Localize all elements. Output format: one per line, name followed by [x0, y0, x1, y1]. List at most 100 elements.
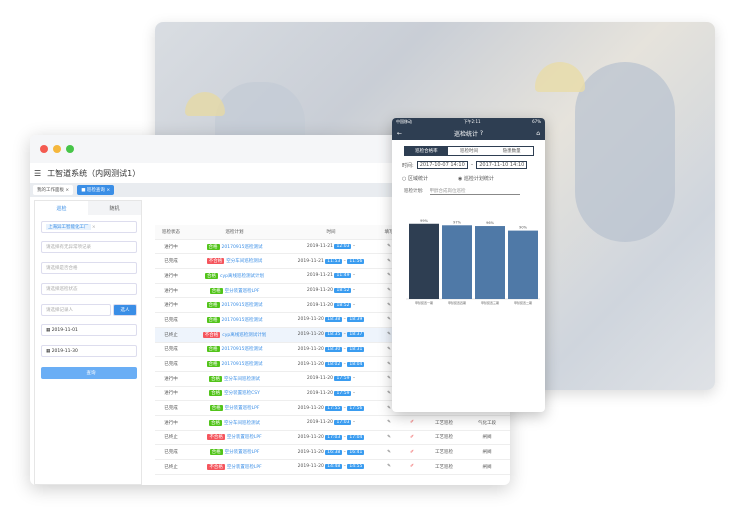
pen-icon[interactable]: ✐	[410, 449, 414, 455]
edit-icon[interactable]: ✎	[387, 258, 391, 264]
segment-time[interactable]: 巡检时间	[460, 149, 478, 154]
maximize-button[interactable]	[66, 145, 74, 153]
qualified-select[interactable]: 请选择是否合格	[41, 262, 137, 274]
bar	[442, 225, 472, 299]
segment-pass-rate[interactable]: 巡检合格率	[405, 147, 448, 155]
pen-icon[interactable]: ✐	[410, 420, 414, 426]
close-button[interactable]	[40, 145, 48, 153]
plan-input[interactable]: 甲醇合成岗位巡检	[429, 188, 520, 195]
plan-link[interactable]: 20170915巡检测试	[221, 244, 263, 250]
plan-link[interactable]: 空分装置巡检LPF	[226, 464, 262, 470]
start-time: 14:48	[325, 464, 343, 470]
time-to-input[interactable]: 2017-11-10 14:10	[476, 161, 528, 169]
edit-icon[interactable]: ✎	[387, 449, 391, 455]
plan-link[interactable]: 空分装置巡检CSY	[224, 391, 260, 397]
table-row[interactable]: 已完成 合格 20170915巡检测试 2019-11-20 18:02 – 18…	[155, 357, 510, 372]
plan-link[interactable]: 20170915巡检测试	[221, 317, 263, 323]
table-row[interactable]: 进行中 合格 空分车间巡检测试 2019-11-20 17:03 – ✎ ✐ 工艺…	[155, 416, 510, 431]
data-label: 97%	[453, 220, 461, 224]
status-cell: 进行中	[164, 273, 178, 279]
status-cell: 进行中	[164, 391, 178, 397]
edit-icon[interactable]: ✎	[387, 244, 391, 250]
edit-icon[interactable]: ✎	[387, 302, 391, 308]
table-row[interactable]: 已完成 合格 20170915巡检测试 2019-11-20 18:38 – 18…	[155, 313, 510, 328]
status-cell: 进行中	[164, 376, 178, 382]
table-row[interactable]: 已终止 不合格 空分装置巡检LPF 2019-11-20 14:48 – 14:5…	[155, 460, 510, 475]
x-tick-label: 甲醇装置一期	[415, 300, 433, 305]
plan-link[interactable]: cyp离线巡检测试计划	[220, 273, 264, 279]
start-time: 18:30	[325, 346, 343, 352]
result-badge: 合格	[209, 287, 223, 294]
bar	[409, 223, 439, 299]
edit-icon[interactable]: ✎	[387, 390, 391, 396]
plan-link[interactable]: 空分装置巡检LPF	[224, 288, 260, 294]
result-badge: 合格	[209, 405, 223, 412]
end-time: 18:37	[347, 332, 365, 338]
minimize-button[interactable]	[53, 145, 61, 153]
tab-inspection-query[interactable]: ■ 巡检查询 ×	[77, 185, 115, 195]
plan-link[interactable]: 空分装置巡检LPF	[224, 406, 260, 412]
edit-icon[interactable]: ✎	[387, 434, 391, 440]
bar	[475, 226, 505, 299]
status-cell: 已完成	[164, 362, 178, 368]
menu-icon[interactable]: ☰	[34, 168, 42, 178]
pen-icon[interactable]: ✐	[410, 434, 414, 440]
edit-icon[interactable]: ✎	[387, 420, 391, 426]
query-button[interactable]: 查询	[41, 367, 137, 379]
x-tick-label: 甲醇装置二期	[514, 300, 532, 305]
edit-icon[interactable]: ✎	[387, 361, 391, 367]
end-date-input[interactable]: ▦ 2019-11-30	[41, 345, 137, 357]
start-date-input[interactable]: ▦ 2019-11-01	[41, 324, 137, 336]
plan-link[interactable]: 空分装置巡检LPF	[224, 450, 260, 456]
end-time: 18:39	[347, 317, 365, 323]
edit-icon[interactable]: ✎	[387, 332, 391, 338]
plan-link[interactable]: 20170915巡检测试	[221, 303, 263, 309]
plan-link[interactable]: 空分装置巡检LPF	[226, 435, 262, 441]
pen-icon[interactable]: ✐	[410, 464, 414, 470]
tab-workspace[interactable]: 我的工作面板 ×	[33, 185, 74, 195]
result-badge: 合格	[206, 302, 220, 309]
edit-icon[interactable]: ✎	[387, 405, 391, 411]
plan-link[interactable]: 空分车间巡检测试	[224, 376, 260, 382]
home-icon[interactable]: ⌂	[536, 129, 540, 137]
table-row[interactable]: 已完成 合格 20170915巡检测试 2019-11-20 18:30 – 18…	[155, 343, 510, 358]
segment-hazards[interactable]: 隐患数量	[502, 149, 521, 154]
plan-link[interactable]: 空分车间巡检测试	[224, 420, 260, 426]
select-person-button[interactable]: 选人	[113, 304, 137, 316]
status-select[interactable]: 请选择巡检状态	[41, 283, 137, 295]
status-cell: 已完成	[164, 259, 178, 265]
table-row[interactable]: 已终止 不合格 空分装置巡检LPF 2019-11-20 17:03 – 17:0…	[155, 431, 510, 446]
help-icon[interactable]: ?	[479, 129, 484, 137]
plan-link[interactable]: 20170915巡检测试	[221, 362, 263, 368]
edit-icon[interactable]: ✎	[387, 317, 391, 323]
plan-link[interactable]: 20170915巡检测试	[221, 347, 263, 353]
status-cell: 已终止	[164, 464, 178, 470]
result-badge: 合格	[209, 390, 223, 397]
table-row[interactable]: 已完成 不合格 空分车间巡检测试 2019-11-21 11:53 – 11:56…	[155, 254, 510, 270]
edit-icon[interactable]: ✎	[387, 464, 391, 470]
tab-random[interactable]: 随机	[88, 201, 141, 215]
back-icon[interactable]: ←	[397, 129, 403, 137]
table-row[interactable]: 已完成 合格 空分装置巡检LPF 2019-11-20 16:38 – 16:41…	[155, 445, 510, 460]
edit-icon[interactable]: ✎	[387, 376, 391, 382]
radio-plan[interactable]: ◉ 巡检计划统计	[457, 176, 494, 182]
abnormal-select[interactable]: 请选择有无异常项记录	[41, 241, 137, 253]
tab-inspection[interactable]: 巡检	[56, 205, 67, 212]
status-cell: 已完成	[164, 406, 178, 412]
edit-icon[interactable]: ✎	[387, 288, 391, 294]
radio-area[interactable]: ○ 区域统计	[402, 176, 428, 182]
stat-segment: 巡检合格率 巡检时间 隐患数量	[404, 146, 534, 156]
plan-link[interactable]: 空分车间巡检测试	[226, 259, 263, 265]
start-time: 16:38	[325, 449, 343, 455]
factory-select[interactable]: 上海异工智能化工厂 ×	[41, 221, 137, 233]
table-row[interactable]: 进行中 合格 20170915巡检测试 2019-11-21 12:03 – ✎ …	[155, 240, 510, 255]
recorder-input[interactable]: 请选择记录人	[41, 304, 111, 316]
result-badge: 合格	[206, 346, 220, 353]
end-time: 17:56	[347, 405, 365, 411]
edit-icon[interactable]: ✎	[387, 346, 391, 352]
time-from-input[interactable]: 2017-10-07 14:10	[416, 161, 468, 169]
plan-link[interactable]: cyp离线巡检测试计划	[222, 332, 267, 338]
edit-icon[interactable]: ✎	[387, 273, 391, 279]
